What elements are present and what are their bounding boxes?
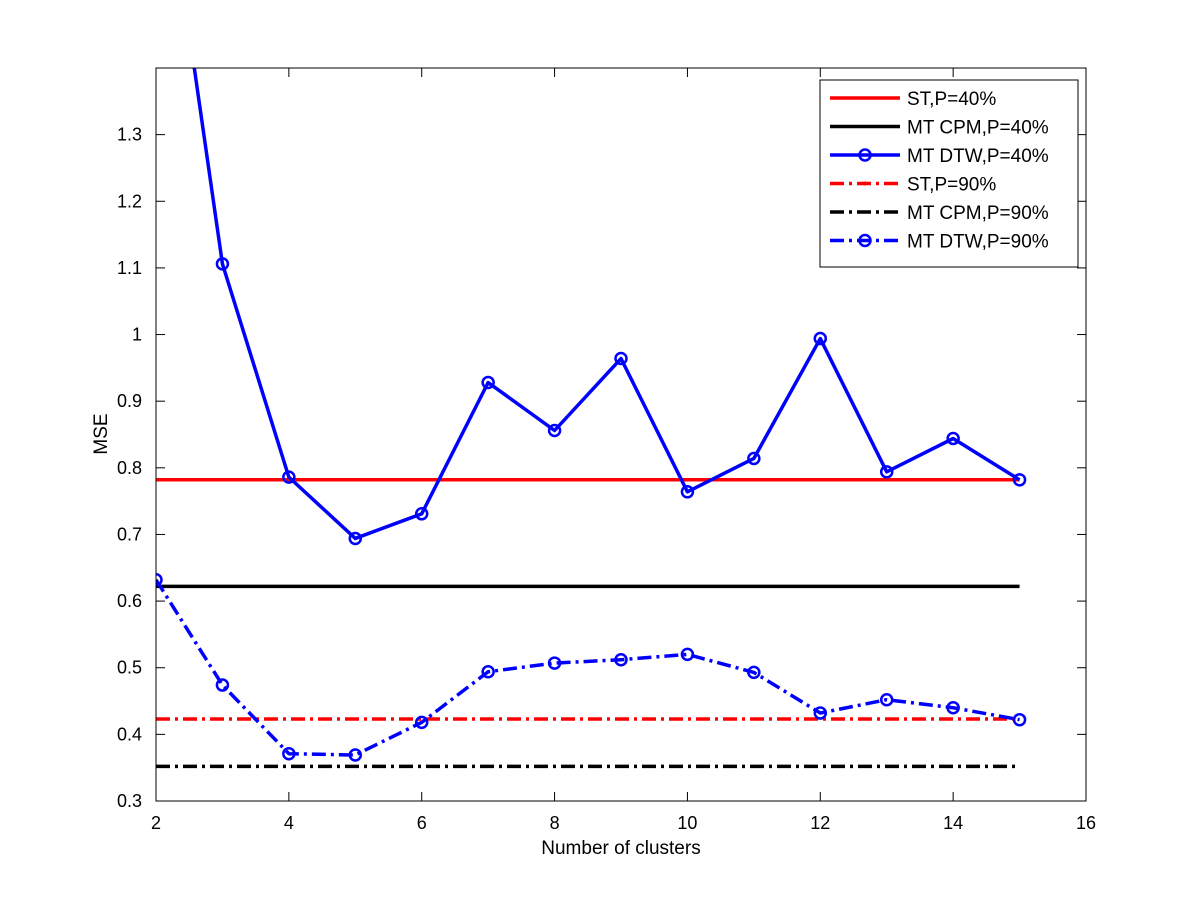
data-point: [282, 470, 296, 484]
series-line: [156, 578, 1020, 757]
data-point: [747, 451, 761, 466]
legend-label: ST,P=90%: [907, 175, 996, 196]
legend-entry: MT CPM,P=90%: [830, 203, 1049, 224]
x-tick-label: 8: [550, 813, 560, 833]
legend-entry: MT DTW,P=40%: [830, 146, 1049, 167]
y-tick-label: 1: [132, 325, 142, 345]
data-point: [614, 652, 628, 667]
data-point: [215, 678, 230, 692]
data-point: [747, 665, 761, 680]
legend-label: MT CPM,P=40%: [907, 118, 1049, 139]
x-tick-label: 2: [151, 813, 161, 833]
x-tick-label: 4: [284, 813, 294, 833]
data-point: [614, 351, 628, 366]
tick-layer: 2 4 6 8 10 12 14 16 0.3 0.4 0.5 0.6 0.7 0.8 0.9 1 1.1 1.2…: [117, 68, 1096, 833]
y-tick-label: 0.4: [117, 724, 142, 744]
data-point: [813, 331, 828, 346]
legend-entry: ST,P=40%: [830, 89, 996, 110]
x-tick-label: 16: [1076, 813, 1096, 833]
legend: ST,P=40% MT CPM,P=40% MT DTW,P=40% ST,P=90%…: [819, 79, 1079, 268]
x-tick-label: 14: [943, 813, 963, 833]
legend-entry: MT CPM,P=40%: [830, 118, 1049, 139]
y-tick-label: 0.6: [117, 591, 142, 611]
legend-label: MT CPM,P=90%: [907, 203, 1049, 224]
data-point: [680, 485, 695, 499]
series-2: [192, 68, 1027, 546]
data-point: [1012, 712, 1027, 727]
data-point: [547, 423, 562, 438]
legend-entry: ST,P=90%: [830, 175, 996, 196]
data-point: [481, 664, 495, 679]
x-tick-label: 10: [677, 813, 697, 833]
y-axis-label: MSE: [91, 413, 112, 454]
data-point: [414, 507, 429, 521]
data-point: [348, 748, 363, 762]
data-point: [1012, 473, 1027, 487]
series-layer: [156, 68, 1027, 769]
data-point: [481, 375, 495, 390]
legend-label: ST,P=40%: [907, 89, 996, 110]
x-tick-label: 12: [810, 813, 830, 833]
legend-label: MT DTW,P=90%: [907, 232, 1049, 253]
data-point: [813, 706, 828, 720]
legend-marker: [863, 181, 867, 186]
data-point: [282, 746, 296, 761]
y-tick-label: 0.3: [117, 791, 142, 811]
x-tick-label: 6: [417, 813, 427, 833]
data-point: [348, 531, 363, 546]
y-tick-label: 0.5: [117, 658, 142, 678]
y-tick-label: 0.7: [117, 524, 142, 544]
data-point: [414, 715, 429, 730]
legend-entry: MT DTW,P=90%: [830, 232, 1049, 253]
y-tick-label: 1.1: [117, 258, 142, 278]
series-line: [192, 68, 1021, 541]
axes-box: [155, 67, 1087, 802]
data-point: [680, 647, 695, 662]
y-tick-label: 0.8: [117, 458, 142, 478]
y-tick-label: 0.9: [117, 391, 142, 411]
legend-label: MT DTW,P=40%: [907, 146, 1049, 167]
data-point: [879, 692, 894, 707]
data-point: [156, 573, 163, 587]
legend-marker: [858, 233, 872, 248]
data-point: [215, 257, 230, 271]
x-axis-label: Number of clusters: [541, 838, 700, 859]
y-tick-label: 1.2: [117, 191, 142, 211]
legend-marker: [858, 148, 872, 162]
data-point: [946, 700, 960, 715]
data-point: [879, 465, 894, 479]
y-tick-label: 1.3: [117, 125, 142, 145]
data-point: [547, 656, 562, 670]
data-point: [946, 431, 960, 446]
series-5: [156, 573, 1027, 762]
